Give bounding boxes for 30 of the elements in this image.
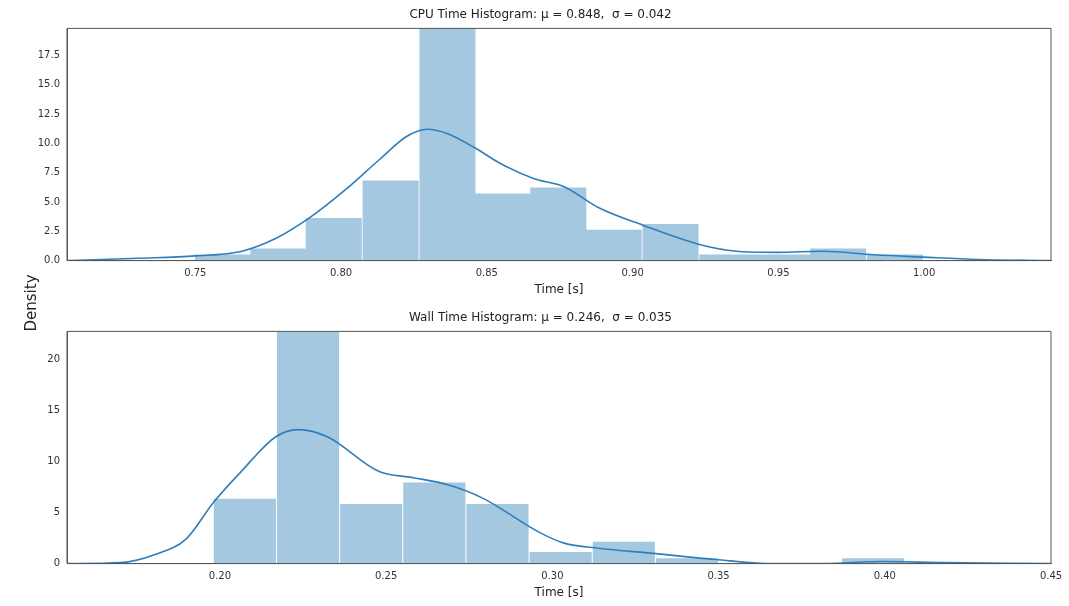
y-tick-label: 0.0 bbox=[44, 254, 60, 266]
x-tick-label: 0.30 bbox=[541, 570, 564, 582]
y-tick-label: 5.0 bbox=[44, 195, 60, 207]
x-tick-label: 0.25 bbox=[375, 570, 398, 582]
y-tick-label: 10 bbox=[47, 454, 60, 466]
chart-title: Wall Time Histogram: μ = 0.246, σ = 0.035 bbox=[409, 310, 672, 325]
y-tick-label: 5 bbox=[53, 506, 60, 518]
y-tick-label: 10.0 bbox=[37, 136, 60, 148]
x-tick-label: 0.35 bbox=[707, 570, 730, 582]
x-axis-title: Time [s] bbox=[533, 584, 584, 599]
y-tick-label: 12.5 bbox=[37, 107, 60, 119]
chart-title: CPU Time Histogram: μ = 0.848, σ = 0.042 bbox=[409, 7, 672, 22]
y-tick-label: 15.0 bbox=[37, 78, 60, 90]
y-tick-label: 20 bbox=[47, 352, 60, 364]
x-axis-title: Time [s] bbox=[533, 281, 584, 296]
x-tick-label: 0.45 bbox=[1039, 570, 1063, 582]
y-tick-label: 15 bbox=[47, 403, 60, 415]
x-tick-label: 0.85 bbox=[475, 267, 498, 279]
x-tick-label: 0.90 bbox=[621, 267, 644, 279]
y-tick-label: 17.5 bbox=[37, 48, 60, 60]
x-tick-label: 1.00 bbox=[913, 267, 936, 279]
y-tick-label: 7.5 bbox=[44, 166, 60, 178]
x-tick-label: 0.20 bbox=[208, 570, 232, 582]
x-tick-label: 0.75 bbox=[184, 267, 207, 279]
y-axis-title: Density bbox=[21, 274, 40, 332]
x-tick-label: 0.95 bbox=[767, 267, 790, 279]
x-tick-label: 0.80 bbox=[329, 267, 353, 279]
x-tick-label: 0.40 bbox=[873, 570, 896, 582]
y-tick-label: 0 bbox=[53, 557, 60, 569]
y-tick-label: 2.5 bbox=[44, 224, 60, 236]
